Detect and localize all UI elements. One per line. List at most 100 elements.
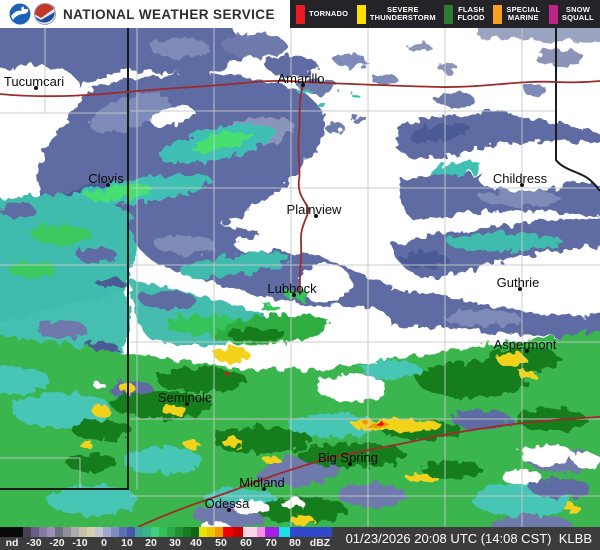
noaa-logo-icon: [9, 3, 31, 25]
colorbar-segment: [243, 527, 257, 537]
colorbar-segment: [257, 527, 265, 537]
colorbar-segment: [23, 527, 31, 537]
colorbar-segment: [167, 527, 175, 537]
colorbar-segment: [143, 527, 151, 537]
precipitation-layer: [0, 28, 600, 527]
city-label: Amarillo: [278, 71, 325, 86]
city-label: Midland: [239, 475, 285, 490]
city-dot: [525, 349, 529, 353]
city-dot: [518, 287, 522, 291]
colorbar-tick: -30: [26, 537, 42, 549]
colorbar-tick: -10: [72, 537, 88, 549]
nws-logo-icon: [34, 3, 56, 25]
severe-thunderstorm-label: SEVERE THUNDERSTORM: [369, 5, 436, 22]
city-dot: [227, 508, 231, 512]
snow-squall-color-swatch: [548, 4, 558, 24]
highway-roads: [0, 79, 600, 527]
colorbar-segment: [199, 527, 207, 537]
city-dot: [262, 487, 266, 491]
city-dot: [292, 293, 296, 297]
city-dot: [301, 83, 305, 87]
colorbar-tick: 80: [289, 537, 301, 549]
city-label: Plainview: [287, 202, 343, 217]
colorbar-segment: [175, 527, 183, 537]
colorbar-segment: [279, 527, 290, 537]
colorbar-segment: [31, 527, 39, 537]
severe-thunderstorm-color-swatch: [356, 4, 366, 24]
tornado-color-swatch: [296, 4, 305, 24]
colorbar-segment: [183, 527, 191, 537]
colorbar-tick: dBZ: [309, 537, 331, 549]
colorbar-tick: 20: [145, 537, 157, 549]
city-dot: [185, 402, 189, 406]
city-dot: [520, 183, 524, 187]
colorbar-tick: 40: [190, 537, 202, 549]
legend-item-flash-flood[interactable]: FLASH FLOOD: [444, 4, 485, 24]
legend-item-tornado[interactable]: TORNADO: [296, 4, 349, 24]
legend-item-snow-squall[interactable]: SNOW SQUALL: [548, 4, 594, 24]
tornado-label: TORNADO: [309, 9, 349, 18]
colorbar-segment: [159, 527, 167, 537]
colorbar-segment: [215, 527, 223, 537]
county-lines: [0, 28, 600, 527]
city-label: Lubbock: [267, 281, 317, 296]
colorbar-segment: [265, 527, 279, 537]
footer-bar: nd -30 -20 -10 0 10 20 30 40 50 60 70 80 dBZ 01/23/20…: [0, 527, 600, 550]
special-marine-color-swatch: [493, 4, 503, 24]
colorbar-segment: [233, 527, 243, 537]
colorbar-segment: [127, 527, 135, 537]
brand-area: NATIONAL WEATHER SERVICE: [0, 0, 290, 28]
state-borders: [0, 28, 600, 490]
app-title: NATIONAL WEATHER SERVICE: [63, 6, 275, 22]
colorbar-tick: 30: [169, 537, 181, 549]
colorbar-segment: [290, 527, 332, 537]
colorbar-segment: [79, 527, 87, 537]
colorbar-tick: 10: [121, 537, 133, 549]
colorbar-segment: [135, 527, 143, 537]
colorbar-segment: [95, 527, 103, 537]
colorbar-tick: 0: [101, 537, 107, 549]
city-dot: [348, 462, 352, 466]
city-label: Guthrie: [497, 275, 540, 290]
colorbar-segment: [39, 527, 47, 537]
colorbar-tick: 60: [240, 537, 252, 549]
colorbar-segment: [191, 527, 199, 537]
city-label: Aspermont: [494, 337, 557, 352]
station-id: KLBB: [558, 531, 592, 546]
colorbar-segment: [47, 527, 55, 537]
colorbar-segment: [71, 527, 79, 537]
header-bar: NATIONAL WEATHER SERVICE TORNADO SEVERE TH…: [0, 0, 600, 28]
colorbar-segment: [103, 527, 111, 537]
flash-flood-label: FLASH FLOOD: [457, 5, 485, 22]
colorbar-segment: [87, 527, 95, 537]
colorbar-tick: nd: [5, 537, 19, 549]
timestamp: 01/23/2026 20:08 UTC (14:08 CST) KLBB: [345, 531, 592, 546]
warning-legend: TORNADO SEVERE THUNDERSTORM FLASH FLOOD SPECI…: [290, 0, 600, 28]
legend-item-special-marine[interactable]: SPECIAL MARINE: [493, 4, 541, 24]
colorbar-segment: [119, 527, 127, 537]
legend-item-severe-thunderstorm[interactable]: SEVERE THUNDERSTORM: [356, 4, 436, 24]
colorbar-segment: [207, 527, 215, 537]
colorbar-segment: [0, 527, 23, 537]
colorbar-segment: [111, 527, 119, 537]
radar-map[interactable]: Tucumcari Amarillo Clovis Childress Plainvie…: [0, 28, 600, 527]
city-dot: [34, 86, 38, 90]
city-label: Childress: [493, 171, 548, 186]
city-label: Seminole: [158, 390, 212, 405]
colorbar-tick: -20: [49, 537, 65, 549]
flash-flood-color-swatch: [444, 4, 454, 24]
colorbar-segment: [63, 527, 71, 537]
city-labels: Tucumcari Amarillo Clovis Childress Plainvie…: [4, 71, 557, 512]
colorbar-tick: 50: [215, 537, 227, 549]
city-label: Big Spring: [318, 450, 378, 465]
snow-squall-label: SNOW SQUALL: [561, 5, 594, 22]
city-label: Tucumcari: [4, 74, 64, 89]
colorbar-tick: 70: [265, 537, 277, 549]
colorbar-segment: [151, 527, 159, 537]
colorbar-segment: [223, 527, 233, 537]
city-dot: [106, 183, 110, 187]
colorbar-tick-labels: nd -30 -20 -10 0 10 20 30 40 50 60 70 80 dBZ: [0, 537, 340, 550]
special-marine-label: SPECIAL MARINE: [506, 5, 541, 22]
reflectivity-colorbar: [0, 527, 332, 537]
